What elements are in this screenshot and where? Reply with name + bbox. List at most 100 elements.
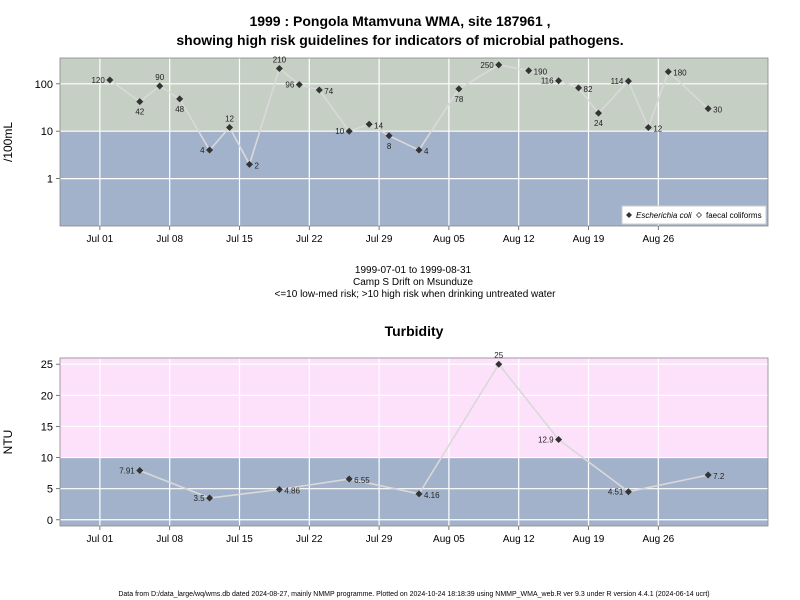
data-label: 78	[454, 95, 463, 104]
data-point	[106, 76, 114, 84]
y-tick-label: 100	[35, 79, 53, 91]
band-high-risk	[60, 358, 768, 458]
data-point	[704, 471, 712, 479]
data-label: 25	[494, 351, 503, 360]
data-point	[495, 61, 503, 69]
x-tick-label: Jul 01	[87, 234, 114, 245]
footer-note: Data from D:/data_large/wq/wms.db dated …	[118, 591, 709, 598]
series-line	[109, 64, 709, 167]
legend-box	[621, 205, 767, 225]
x-tick-label: Aug 26	[642, 234, 674, 245]
chart-title-line2: showing high risk guidelines for indicat…	[176, 32, 623, 48]
x-tick-label: Jul 29	[366, 534, 393, 545]
data-label: 96	[285, 81, 294, 90]
data-label: 74	[324, 87, 333, 96]
data-label: 4	[424, 147, 429, 156]
data-label: 24	[594, 119, 603, 128]
x-tick-label: Jul 29	[366, 234, 393, 245]
data-point	[295, 81, 303, 89]
data-point	[575, 84, 583, 92]
subtitle-site: Camp S Drift on Msunduze	[353, 277, 473, 288]
data-label: 116	[541, 77, 554, 86]
data-point	[455, 85, 463, 93]
data-label: 2	[254, 161, 259, 170]
x-tick-label: Jul 08	[156, 534, 183, 545]
data-point	[415, 146, 423, 154]
legend: Escherichia coli faecal coliforms	[621, 205, 767, 225]
subtitle-risk-note: <=10 low-med risk; >10 high risk when dr…	[275, 289, 557, 300]
data-label: 4.86	[284, 487, 300, 496]
x-tick-label: Aug 05	[433, 534, 465, 545]
data-label: 14	[374, 121, 383, 130]
x-tick-label: Aug 26	[642, 534, 674, 545]
data-point	[624, 488, 632, 496]
legend-entry: faecal coliforms	[706, 211, 762, 220]
data-point	[315, 86, 323, 94]
x-tick-label: Jul 22	[296, 234, 323, 245]
turbidity-title: Turbidity	[385, 323, 444, 339]
data-point	[644, 123, 652, 131]
data-point	[495, 360, 503, 368]
data-point	[226, 123, 234, 131]
x-tick-label: Aug 19	[573, 234, 605, 245]
data-label: 180	[673, 69, 687, 78]
data-point	[245, 160, 253, 168]
data-label: 8	[387, 142, 392, 151]
y-axis-label: /100mL	[1, 122, 15, 162]
x-tick-label: Jul 08	[156, 234, 183, 245]
y-tick-label: 10	[41, 453, 53, 465]
data-label: 48	[175, 105, 184, 114]
band-high-risk	[60, 58, 768, 132]
data-point	[206, 494, 214, 502]
data-point	[206, 146, 214, 154]
data-point	[345, 475, 353, 483]
x-tick-label: Jul 15	[226, 234, 253, 245]
data-point	[345, 127, 353, 135]
data-point	[156, 82, 164, 90]
data-point	[385, 132, 393, 140]
data-label: 12	[653, 124, 662, 133]
data-label: 4	[200, 146, 205, 155]
x-tick-label: Aug 05	[433, 234, 465, 245]
y-tick-label: 20	[41, 390, 53, 402]
data-label: 3.5	[193, 494, 205, 503]
data-label: 10	[335, 127, 344, 136]
data-point	[136, 98, 144, 106]
chart-title-line1: 1999 : Pongola Mtamvuna WMA, site 187961…	[249, 13, 550, 29]
data-point	[664, 68, 672, 76]
data-label: 6.55	[354, 476, 370, 485]
data-label: 7.91	[119, 467, 135, 476]
data-label: 114	[611, 77, 624, 86]
data-label: 190	[534, 68, 548, 77]
data-point	[275, 486, 283, 494]
y-tick-label: 15	[41, 421, 53, 433]
y-tick-label: 10	[41, 126, 53, 138]
data-label: 82	[584, 85, 593, 94]
x-tick-label: Jul 15	[226, 534, 253, 545]
panel-turbidity: Jul 01 Jul 08 Jul 15 Jul 22 Jul 29 Aug 05 Aug …	[1, 351, 769, 545]
data-label: 210	[273, 56, 287, 65]
x-tick-label: Aug 12	[503, 534, 535, 545]
y-tick-label: 5	[47, 484, 53, 496]
y-tick-label: 1	[47, 174, 53, 186]
data-point	[624, 77, 632, 85]
data-label: 250	[480, 61, 494, 70]
data-point	[525, 67, 533, 75]
data-point	[555, 436, 563, 444]
data-label: 7.2	[713, 472, 725, 481]
band-low-risk	[60, 457, 768, 526]
data-point	[704, 105, 712, 113]
x-tick-label: Aug 12	[503, 234, 535, 245]
plot-frame	[59, 57, 769, 227]
data-point	[594, 109, 602, 117]
subtitle-date-range: 1999-07-01 to 1999-08-31	[355, 265, 472, 276]
x-tick-label: Aug 19	[573, 534, 605, 545]
data-label: 4.51	[608, 488, 624, 497]
data-label: 12.9	[538, 436, 554, 445]
data-point	[365, 120, 373, 128]
y-axis-label: NTU	[1, 430, 15, 455]
data-point	[176, 95, 184, 103]
legend-marker	[626, 212, 632, 218]
x-tick-label: Jul 01	[87, 534, 114, 545]
